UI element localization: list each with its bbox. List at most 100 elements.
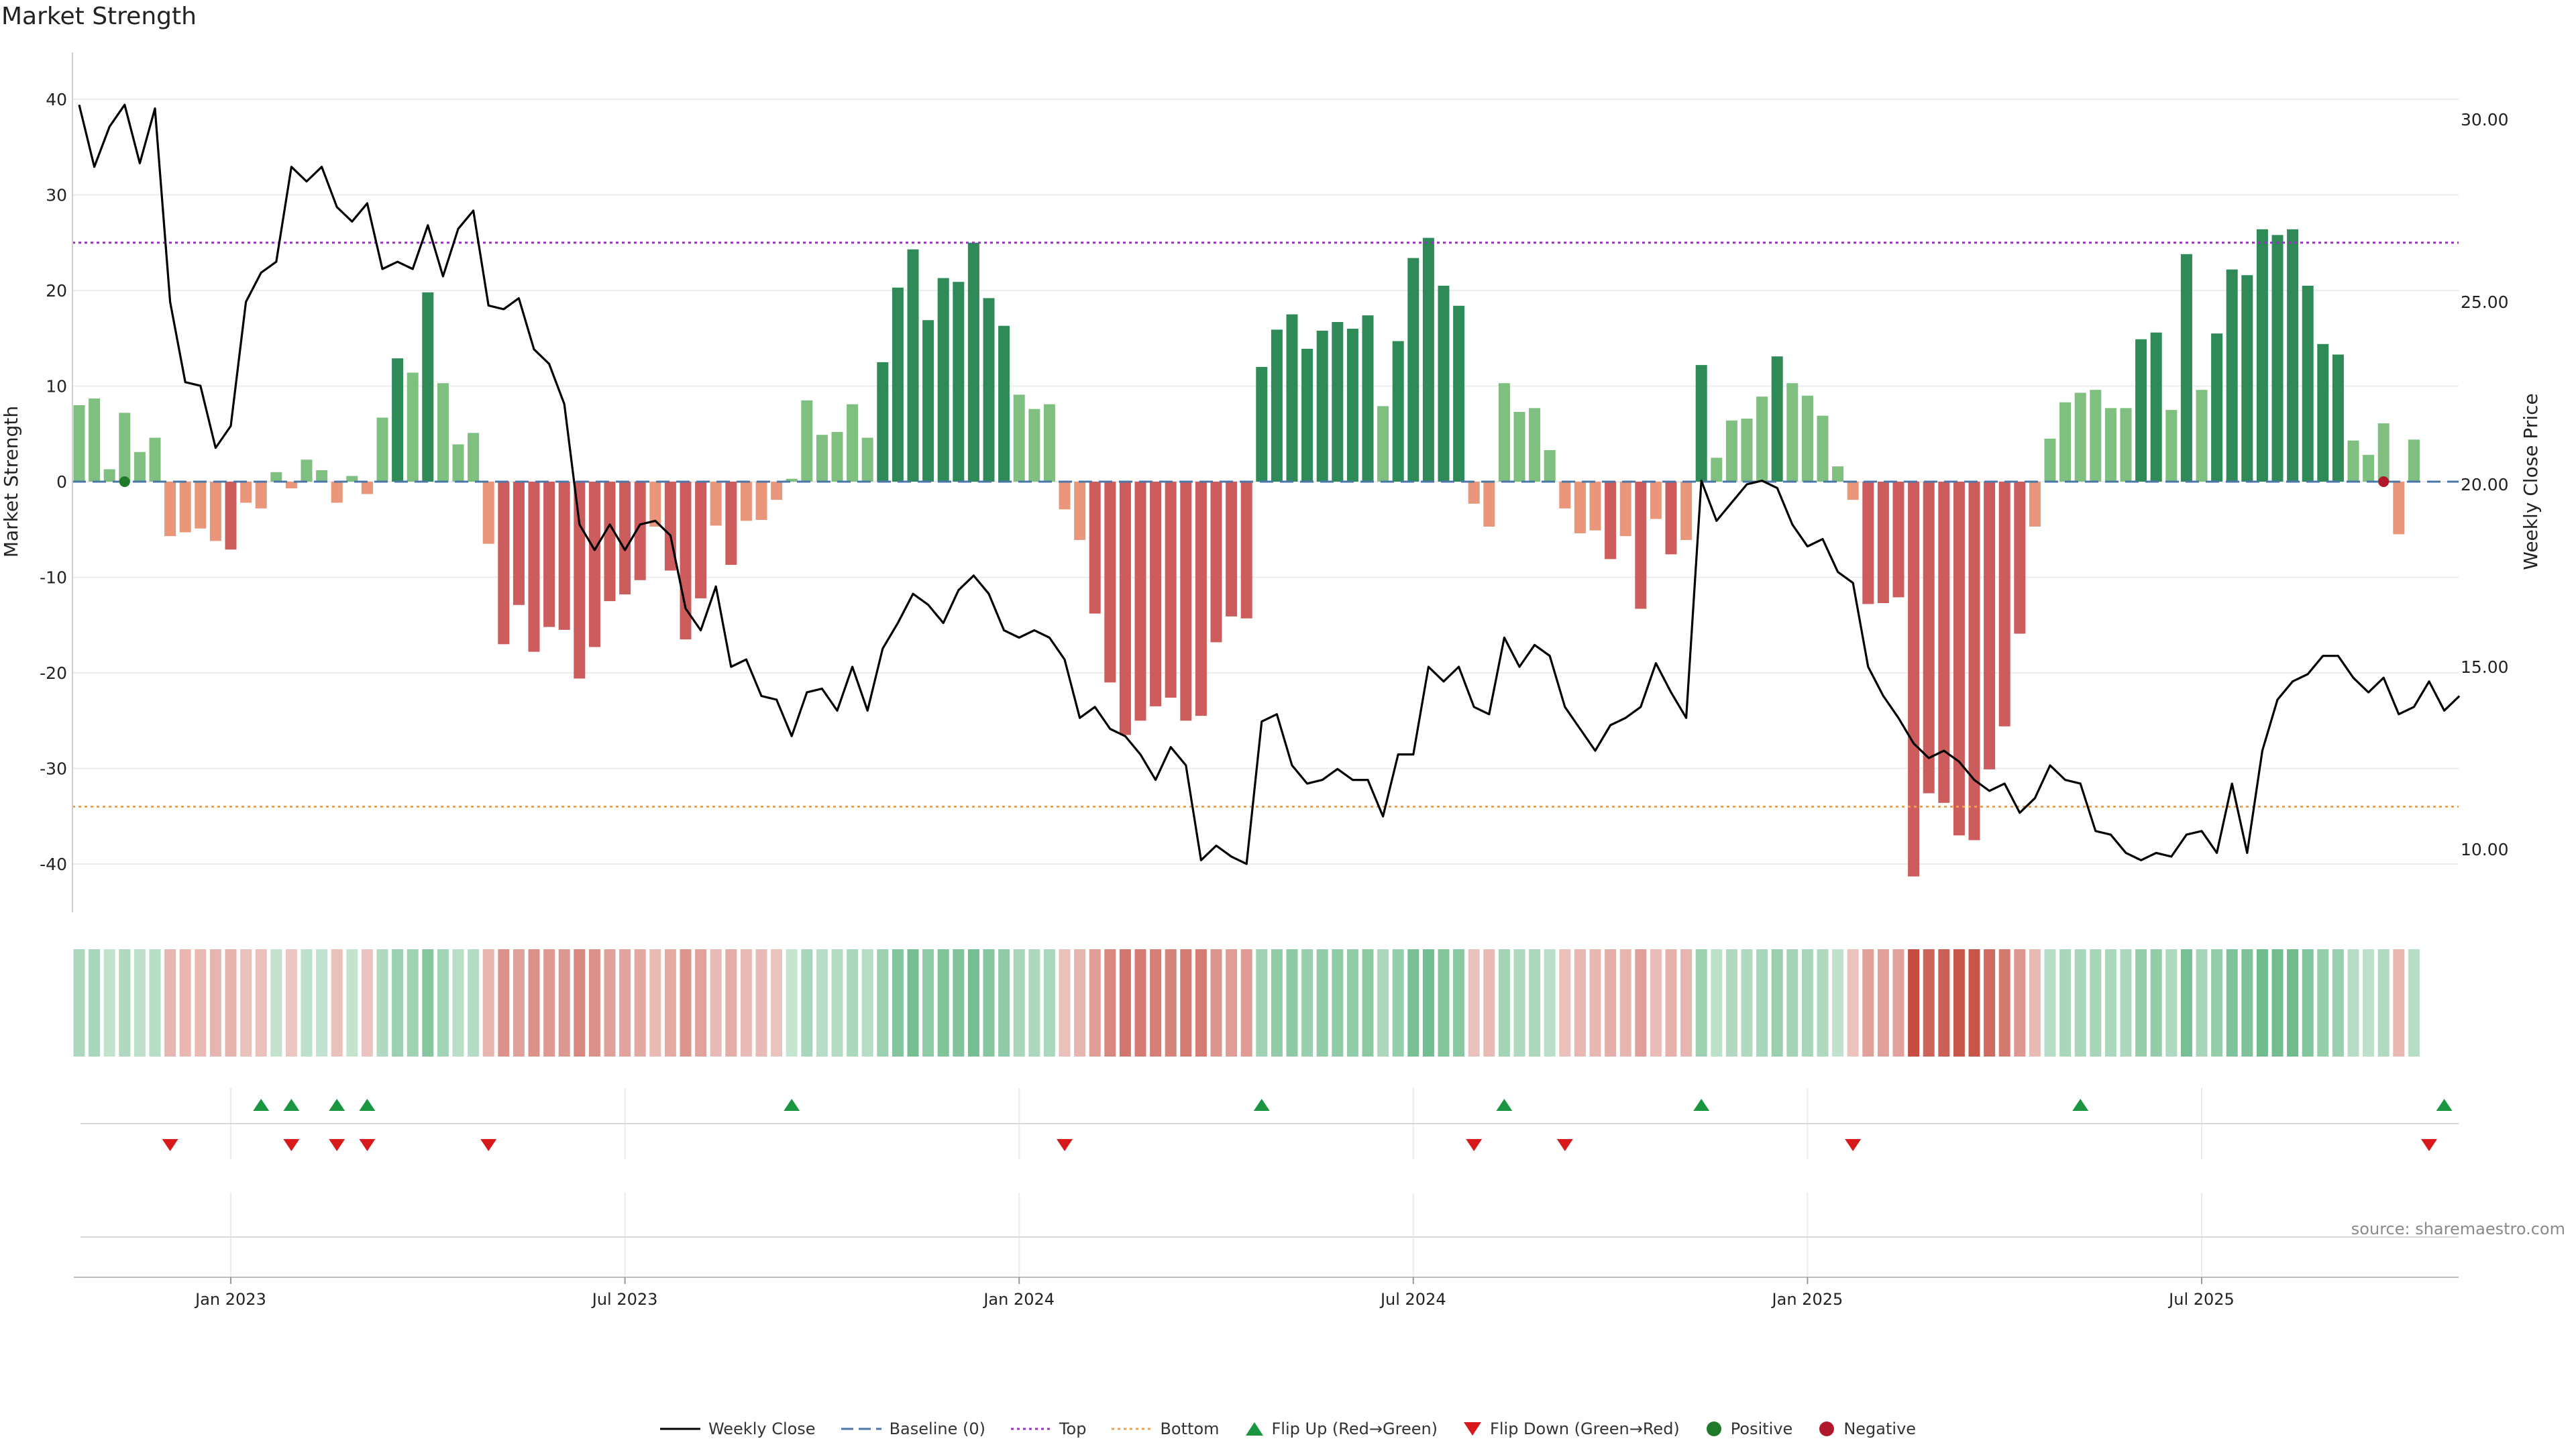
flip-up-marker [1253,1099,1270,1111]
strength-bar [1665,482,1677,555]
heat-cell [740,949,752,1057]
strength-bar [1271,329,1283,482]
negative-marker [2378,476,2390,487]
strength-bar [149,437,161,482]
flip-down-marker [1057,1139,1073,1151]
strength-bar [2408,439,2420,482]
heat-cell [2104,949,2116,1057]
strength-bar [1316,330,1328,482]
heat-cell [89,949,101,1057]
heat-cell [755,949,767,1057]
heat-cell [1407,949,1419,1057]
strength-bar [2074,392,2086,482]
strength-bar [1756,396,1768,482]
strength-bar [755,482,767,520]
strength-bar [225,482,237,550]
strength-bar [513,482,525,605]
heat-cell [1953,949,1965,1057]
y-tick-left: -40 [40,855,67,874]
heat-cell [1589,949,1601,1057]
heat-cell [2165,949,2178,1057]
flip-down-marker [329,1139,345,1151]
heat-cell [361,949,373,1057]
strength-bar [2332,354,2344,482]
strength-bar [1680,482,1693,540]
strength-bar [1301,348,1313,482]
heat-cell [1619,949,1631,1057]
heat-cell [1908,949,1920,1057]
strength-bar [937,278,949,482]
y-axis-left-label: Market Strength [0,406,22,557]
strength-bar [619,482,631,595]
flip-up-marker [359,1099,376,1111]
strength-bar [498,482,510,645]
strength-bar [2090,390,2102,482]
heat-cell [437,949,449,1057]
flip-down-marker [1845,1139,1862,1151]
strength-bar [907,249,919,482]
axes [72,52,2459,1278]
strength-bar [588,482,600,647]
heat-cell [2180,949,2192,1057]
heat-cell [422,949,434,1057]
strength-bar [89,398,101,482]
legend-label: Negative [1843,1419,1917,1438]
y-tick-left: -10 [40,568,67,588]
heat-cell [164,949,176,1057]
strength-bar [877,362,889,482]
heat-cell [528,949,540,1057]
strength-bar [725,482,737,565]
flip-up-marker [2436,1099,2453,1111]
heat-cell [1513,949,1525,1057]
heat-cell [1756,949,1768,1057]
heat-cell [892,949,904,1057]
heat-cell [1529,949,1541,1057]
heat-cell [2196,949,2208,1057]
heat-cell [346,949,358,1057]
heat-cell [482,949,494,1057]
strength-bar [103,469,115,482]
heat-cell [240,949,252,1057]
strength-bar [1605,482,1617,559]
heat-cell [937,949,949,1057]
strength-bar [1832,466,1844,482]
strength-bar [1574,482,1586,533]
heat-cell [680,949,692,1057]
heat-cell [1559,949,1571,1057]
heat-cell [2347,949,2359,1057]
strength-bar [558,482,570,630]
heat-cell [2287,949,2299,1057]
heat-cell [1150,949,1162,1057]
heat-cell [1301,949,1313,1057]
heat-cell [1392,949,1404,1057]
x-tick-label: Jan 2024 [982,1290,1055,1309]
heat-cell [1316,949,1328,1057]
strength-bar [482,482,494,544]
heat-cell [392,949,404,1057]
strength-bar [1059,482,1071,510]
strength-bar [2165,410,2178,482]
legend-item-bottom: Bottom [1112,1419,1220,1438]
strength-bar [331,482,343,503]
y-tick-right: 10.00 [2461,840,2509,859]
strength-heat-strip [73,949,2420,1057]
heat-cell [209,949,221,1057]
strength-bar [2271,235,2284,482]
heat-cell [695,949,707,1057]
heat-cell [1210,949,1222,1057]
flip-markers [162,1099,2453,1151]
heat-cell [664,949,676,1057]
heat-cell [1226,949,1238,1057]
heat-cell [1786,949,1799,1057]
y-tick-left: 10 [46,377,67,396]
flip-down-marker [359,1139,376,1151]
strength-bar [1938,482,1950,803]
signal-markers [119,476,2390,487]
tick-labels: 40 30 20 10 0 -10 -20 -30 -40 30.00 25.00 20.00 15.0… [40,90,2508,1309]
strength-bar [1286,314,1298,482]
heat-cell [1650,949,1662,1057]
legend-item-top: Top [1010,1419,1086,1438]
strength-bar [2044,438,2056,482]
strength-bar [892,287,904,482]
x-tick-label: Jan 2025 [1771,1290,1843,1309]
